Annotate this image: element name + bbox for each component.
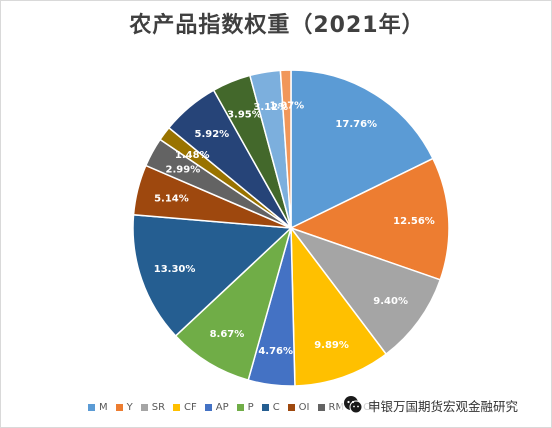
data-label-cf: 9.89% [314, 340, 349, 351]
data-label-series-12: 3.12% [253, 102, 288, 113]
pie-slice-y [289, 157, 450, 281]
watermark: 申银万国期货宏观金融研究 [340, 393, 523, 417]
legend-item-oi: OI [287, 401, 310, 413]
wechat-icon [344, 396, 363, 414]
pie-slice-cf [290, 225, 388, 387]
legend-label: M [99, 401, 108, 413]
pie-slice-p [174, 225, 293, 382]
data-label-ap: 4.76% [258, 346, 293, 357]
pie-slices [132, 69, 450, 387]
legend-swatch [287, 403, 295, 411]
data-label-oi: 5.14% [154, 194, 189, 205]
legend-swatch [140, 403, 148, 411]
data-label-series-10: 5.92% [195, 129, 230, 140]
legend-swatch [173, 403, 181, 411]
chart-title: 农产品指数权重（2021年） [129, 13, 425, 38]
legend-item-y: Y [115, 401, 133, 413]
legend-label: AP [215, 401, 229, 413]
legend-label: RM [328, 401, 345, 413]
legend-item-m: M [88, 402, 108, 413]
legend-item-ap: AP [204, 401, 229, 413]
legend-swatch [204, 403, 212, 411]
data-label-rm: 2.99% [166, 164, 201, 175]
data-label-series-11: 3.95% [227, 109, 262, 120]
watermark-text: 申银万国期货宏观金融研究 [368, 398, 519, 414]
legend-item-sr: SR [140, 401, 166, 413]
legend-label: OI [298, 401, 310, 413]
pie-slice-sr [288, 226, 442, 356]
data-label-sr: 9.40% [373, 296, 408, 307]
legend-swatch [236, 403, 244, 411]
legend-item-p: P [236, 401, 254, 413]
data-label-m: 17.76% [335, 119, 377, 130]
legend-label: C [272, 401, 280, 413]
legend-label: P [247, 401, 254, 413]
data-label-p: 8.67% [210, 329, 245, 340]
legend-swatch [261, 403, 269, 411]
legend-label: SR [151, 401, 166, 413]
pie-slice-series-13 [279, 69, 292, 229]
legend-swatch [317, 403, 325, 411]
legend-label: CF [184, 401, 197, 413]
legend: MYSRCFAPPCOIRMCS [88, 400, 384, 414]
legend-label: Y [126, 401, 133, 413]
pie-slice-c [132, 213, 293, 337]
data-label-series-13: 1.07% [270, 100, 305, 111]
slice-labels: 17.76% 12.56% 9.40% 9.89% 4.76% 8.67% 13.30% 5.… [154, 100, 435, 356]
data-label-y: 12.56% [393, 216, 435, 227]
data-label-cs: 1.48% [175, 150, 210, 161]
data-label-c: 13.30% [154, 264, 196, 275]
legend-swatch [115, 403, 123, 411]
pie-slice-m [290, 69, 434, 230]
legend-item-c: C [261, 401, 280, 413]
legend-swatch [88, 403, 95, 411]
legend-item-cf: CF [173, 402, 197, 413]
legend-item-rm: RM [317, 401, 345, 413]
